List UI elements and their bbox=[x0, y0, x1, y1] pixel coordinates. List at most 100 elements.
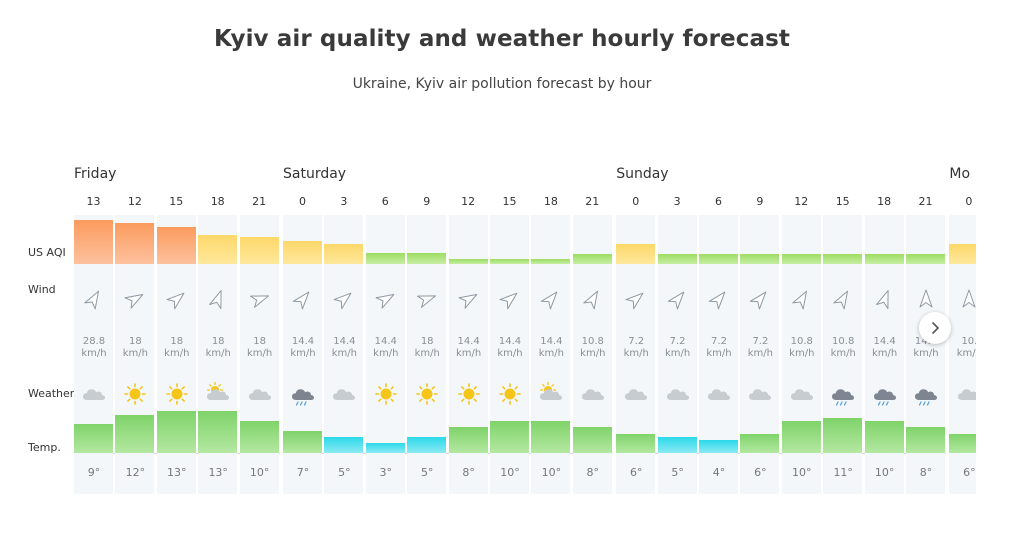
wind-speed: 18 km/h bbox=[240, 336, 280, 360]
temperature-bar[interactable] bbox=[823, 418, 863, 453]
aqi-bar[interactable] bbox=[531, 259, 571, 264]
sunny-icon bbox=[416, 383, 438, 405]
wind-arrow bbox=[366, 288, 406, 310]
temperature-value: 10° bbox=[792, 466, 812, 479]
hour-label: 9 bbox=[423, 195, 431, 208]
aqi-bar[interactable] bbox=[823, 254, 863, 264]
temperature-bar[interactable] bbox=[572, 427, 612, 453]
temperature-bar[interactable] bbox=[74, 424, 113, 453]
weather-icon bbox=[283, 382, 323, 406]
cloudy-icon bbox=[708, 389, 730, 400]
weather-icon bbox=[198, 381, 238, 406]
hour-label: 18 bbox=[877, 195, 892, 208]
sunny-icon bbox=[124, 383, 147, 405]
aqi-bar[interactable] bbox=[740, 254, 780, 264]
temperature-bar[interactable] bbox=[239, 421, 279, 453]
aqi-bar[interactable] bbox=[572, 254, 612, 264]
aqi-bar[interactable] bbox=[407, 253, 447, 264]
cloudy-icon bbox=[958, 389, 976, 400]
aqi-bar[interactable] bbox=[198, 235, 238, 264]
temperature-bar[interactable] bbox=[324, 437, 364, 453]
aqi-bar[interactable] bbox=[365, 253, 405, 264]
wind-speed-unit: km/h bbox=[164, 348, 190, 359]
partly-cloudy-icon bbox=[207, 381, 230, 400]
sunny-icon bbox=[499, 383, 521, 405]
temperature-bar[interactable] bbox=[365, 443, 405, 453]
wind-direction-icon bbox=[249, 295, 269, 308]
weather-icon bbox=[740, 382, 780, 406]
aqi-bar[interactable] bbox=[283, 241, 322, 264]
temperature-value: 8° bbox=[586, 466, 600, 479]
temperature-bar[interactable] bbox=[283, 431, 322, 453]
aqi-bar[interactable] bbox=[906, 254, 945, 264]
next-button[interactable] bbox=[919, 312, 951, 344]
hourly-forecast-grid[interactable]: Friday Saturday Sunday Mo 13 28.8 km/h 9° 12 18 km… bbox=[0, 160, 976, 500]
aqi-bar[interactable] bbox=[864, 254, 904, 264]
aqi-bar[interactable] bbox=[949, 244, 976, 264]
wind-speed-unit: km/h bbox=[290, 348, 316, 359]
aqi-bar[interactable] bbox=[156, 227, 196, 264]
temperature-bar[interactable] bbox=[407, 437, 447, 453]
aqi-bar[interactable] bbox=[490, 259, 529, 264]
wind-speed: 18 km/h bbox=[198, 336, 238, 360]
temperature-bar[interactable] bbox=[864, 421, 904, 453]
page-title: Kyiv air quality and weather hourly fore… bbox=[214, 26, 790, 52]
temperature-value: 10° bbox=[249, 466, 270, 479]
temperature-value: 12° bbox=[125, 466, 146, 479]
temperature-bar[interactable] bbox=[115, 415, 155, 453]
temperature-bar[interactable] bbox=[531, 421, 571, 453]
temperature-bar[interactable] bbox=[699, 440, 738, 453]
aqi-bar[interactable] bbox=[616, 244, 656, 264]
wind-arrow bbox=[240, 288, 280, 310]
hour-label: 3 bbox=[340, 195, 348, 208]
weather-icon bbox=[906, 382, 946, 406]
temperature-bar[interactable] bbox=[781, 421, 821, 453]
temperature-bar[interactable] bbox=[616, 434, 656, 453]
wind-speed: 10.km/h bbox=[949, 336, 976, 360]
aqi-bar[interactable] bbox=[239, 237, 279, 264]
aqi-bar[interactable] bbox=[699, 254, 738, 264]
wind-speed-value: 7.2 bbox=[752, 336, 769, 347]
temperature-bar[interactable] bbox=[198, 411, 238, 453]
temperature-bar[interactable] bbox=[156, 411, 196, 453]
aqi-bar[interactable] bbox=[74, 220, 113, 264]
hour-label: 15 bbox=[502, 195, 517, 208]
rain-icon bbox=[873, 389, 896, 406]
wind-direction-icon bbox=[499, 292, 518, 310]
wind-speed-value: 14.4 bbox=[540, 336, 563, 347]
temperature-bar[interactable] bbox=[490, 421, 529, 453]
wind-speed-value: 14.4 bbox=[333, 336, 356, 347]
wind-speed: 7.2 km/h bbox=[740, 336, 780, 360]
wind-arrow bbox=[407, 288, 447, 310]
wind-direction-icon bbox=[962, 289, 976, 308]
wind-direction-icon bbox=[583, 290, 598, 310]
temperature-bar[interactable] bbox=[949, 434, 976, 453]
chevron-right-icon bbox=[932, 322, 939, 334]
aqi-bar[interactable] bbox=[115, 223, 155, 264]
wind-speed: 7.2 km/h bbox=[658, 336, 698, 360]
aqi-bar[interactable] bbox=[781, 254, 821, 264]
temperature-bar[interactable] bbox=[657, 437, 697, 453]
wind-speed-unit: km/h bbox=[664, 348, 691, 359]
wind-speed-unit: km/h bbox=[830, 348, 856, 359]
temperature-bar[interactable] bbox=[740, 434, 780, 453]
temperature-bar[interactable] bbox=[448, 427, 488, 453]
wind-speed-unit: km/h bbox=[246, 348, 273, 359]
wind-arrow bbox=[490, 288, 530, 310]
wind-speed: 18 km/h bbox=[407, 336, 447, 360]
hour-label: 18 bbox=[543, 195, 558, 208]
wind-speed-unit: km/h bbox=[706, 348, 732, 359]
wind-speed: 7.2 km/h bbox=[699, 336, 739, 360]
temperature-bar[interactable] bbox=[906, 427, 945, 453]
weather-icon bbox=[699, 382, 739, 406]
hour-label: 0 bbox=[965, 195, 973, 208]
aqi-bar[interactable] bbox=[657, 254, 697, 264]
wind-speed-unit: km/h bbox=[122, 348, 149, 359]
aqi-bar[interactable] bbox=[324, 244, 364, 264]
aqi-bar[interactable] bbox=[448, 259, 488, 264]
wind-speed-unit: km/h bbox=[331, 348, 358, 359]
wind-direction-icon bbox=[209, 290, 222, 310]
wind-speed-value: 10. bbox=[961, 336, 976, 347]
